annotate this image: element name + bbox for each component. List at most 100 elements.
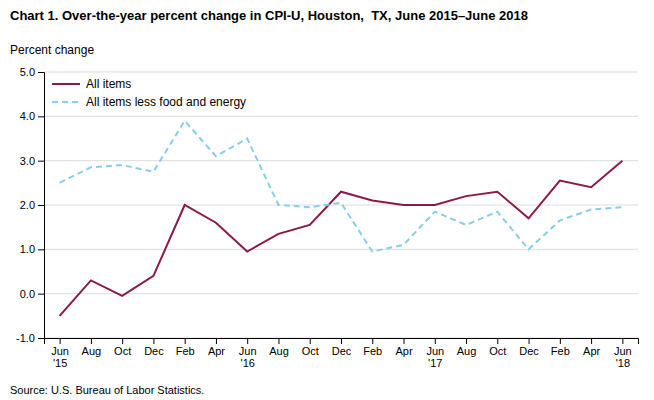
tick: -1.0 xyxy=(16,332,44,344)
tick-label: 2.0 xyxy=(20,199,35,211)
tick-label: 1.0 xyxy=(20,243,35,255)
tick-mark xyxy=(216,338,217,344)
tick-label: Dec xyxy=(332,345,352,357)
tick-label: Dec xyxy=(144,345,164,357)
grid-line xyxy=(44,293,638,294)
tick-label: 0.0 xyxy=(20,288,35,300)
tick-mark xyxy=(310,338,311,344)
tick: Jun'16 xyxy=(239,338,257,369)
tick-mark xyxy=(341,338,342,344)
legend-label: All items less food and energy xyxy=(86,95,246,109)
tick-mark xyxy=(122,338,123,344)
tick: Feb xyxy=(551,338,570,357)
tick: 3.0 xyxy=(20,155,44,167)
tick-label: 4.0 xyxy=(20,110,35,122)
tick-label: Apr xyxy=(583,345,600,357)
tick-mark xyxy=(38,338,44,339)
tick-mark xyxy=(372,338,373,344)
tick-label: 5.0 xyxy=(20,66,35,78)
y-axis-label: Percent change xyxy=(10,43,94,57)
y-axis: -1.0 0.0 1.0 2.0 3.0 4.0 5.0 xyxy=(16,66,44,344)
tick: Feb xyxy=(176,338,195,357)
tick-mark xyxy=(38,249,44,250)
tick: 5.0 xyxy=(20,66,44,78)
tick: Apr xyxy=(583,338,600,357)
tick-mark xyxy=(38,116,44,117)
series-line xyxy=(60,161,623,316)
plot-area xyxy=(60,121,623,316)
tick-mark xyxy=(622,338,623,344)
tick: Jun'17 xyxy=(426,338,444,369)
tick-mark xyxy=(185,338,186,344)
tick: Oct xyxy=(302,338,319,357)
tick-label: Jun'17 xyxy=(426,345,444,370)
tick: Feb xyxy=(363,338,382,357)
legend-swatch xyxy=(52,83,80,85)
tick-label: Dec xyxy=(519,345,539,357)
tick-label: Oct xyxy=(489,345,506,357)
grid-line xyxy=(44,160,638,161)
grid-line xyxy=(44,205,638,206)
tick-label: -1.0 xyxy=(16,332,35,344)
tick-mark xyxy=(38,161,44,162)
tick-label: Aug xyxy=(269,345,289,357)
grid xyxy=(44,72,638,338)
tick-label: Apr xyxy=(208,345,225,357)
annotation: Source: U.S. Bureau of Labor Statistics. xyxy=(10,384,204,396)
tick: 1.0 xyxy=(20,243,44,255)
tick-mark xyxy=(497,338,498,344)
tick: Oct xyxy=(114,338,131,357)
tick: Jun'15 xyxy=(51,338,69,369)
legend: All items All items less food and energy xyxy=(52,77,246,109)
tick: Jun'18 xyxy=(614,338,632,369)
tick: Aug xyxy=(457,338,477,357)
tick-label: Jun'18 xyxy=(614,345,632,370)
tick: Apr xyxy=(395,338,412,357)
grid-line xyxy=(44,72,638,73)
tick-mark xyxy=(91,338,92,344)
tick: Dec xyxy=(144,338,164,357)
legend-item: All items xyxy=(52,77,131,91)
tick-label: Feb xyxy=(176,345,195,357)
tick-label: Feb xyxy=(551,345,570,357)
tick-mark xyxy=(38,294,44,295)
tick: 4.0 xyxy=(20,110,44,122)
tick-mark xyxy=(247,338,248,344)
tick-mark xyxy=(278,338,279,344)
legend-label: All items xyxy=(86,77,131,91)
tick-mark xyxy=(591,338,592,344)
tick-mark xyxy=(466,338,467,344)
tick: Oct xyxy=(489,338,506,357)
chart: Chart 1. Over-the-year percent change in… xyxy=(0,0,654,400)
tick: Aug xyxy=(269,338,289,357)
tick-label: Aug xyxy=(457,345,477,357)
tick-label: Feb xyxy=(363,345,382,357)
tick-mark xyxy=(560,338,561,344)
tick-label: Jun'16 xyxy=(239,345,257,370)
grid-line xyxy=(44,249,638,250)
tick: 0.0 xyxy=(20,288,44,300)
tick-label: Aug xyxy=(82,345,102,357)
tick: 2.0 xyxy=(20,199,44,211)
tick: Apr xyxy=(208,338,225,357)
tick: Aug xyxy=(82,338,102,357)
axis-domain xyxy=(38,73,45,339)
tick-mark xyxy=(153,338,154,344)
series-line xyxy=(60,121,623,252)
tick: Dec xyxy=(519,338,539,357)
tick-label: Apr xyxy=(395,345,412,357)
tick: Dec xyxy=(332,338,352,357)
tick-mark xyxy=(435,338,436,344)
x-axis: Jun'15 Aug Oct Dec Feb Apr Jun'16 Aug Oct Dec Feb A… xyxy=(45,338,639,369)
title: Chart 1. Over-the-year percent change in… xyxy=(10,8,528,23)
tick-mark xyxy=(38,205,44,206)
tick-label: Oct xyxy=(302,345,319,357)
legend-swatch xyxy=(52,101,80,103)
tick-mark xyxy=(404,338,405,344)
tick-label: Jun'15 xyxy=(51,345,69,370)
axis-domain xyxy=(45,339,639,345)
tick-label: Oct xyxy=(114,345,131,357)
tick-label: 3.0 xyxy=(20,155,35,167)
grid-line xyxy=(44,116,638,117)
legend-item: All items less food and energy xyxy=(52,95,246,109)
